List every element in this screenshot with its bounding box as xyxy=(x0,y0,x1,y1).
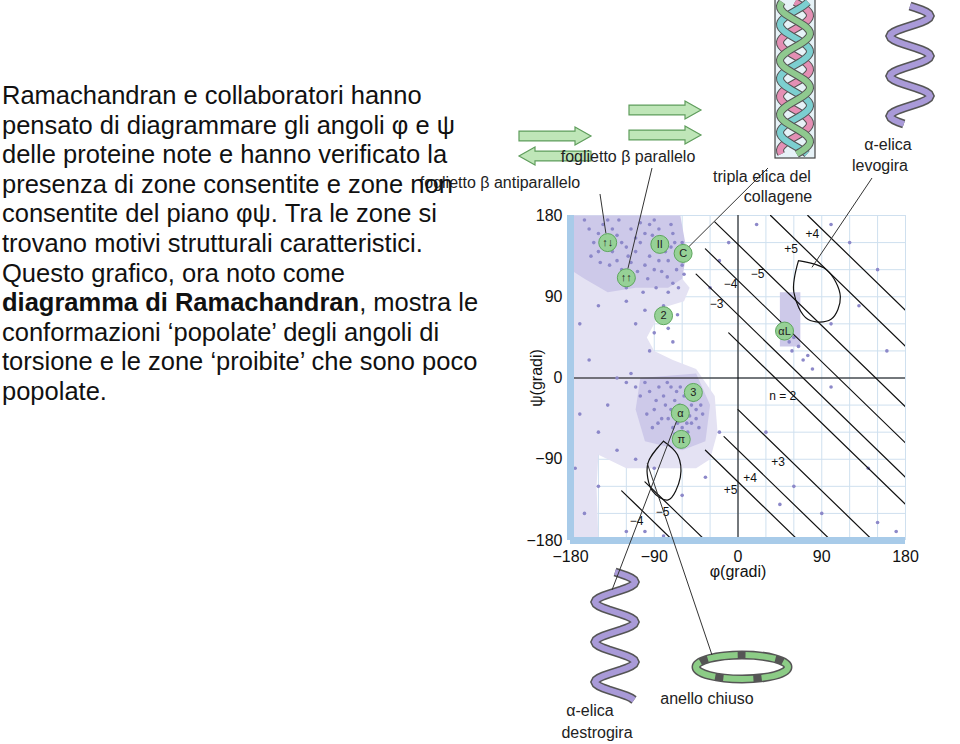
svg-text:−180: −180 xyxy=(526,532,562,549)
svg-text:α-elica: α-elica xyxy=(864,136,912,153)
svg-text:3: 3 xyxy=(690,386,696,398)
svg-text:−5: −5 xyxy=(656,505,670,519)
svg-text:↑↓: ↑↓ xyxy=(602,236,613,248)
svg-text:n = 2: n = 2 xyxy=(769,389,796,403)
svg-text:tripla elica del: tripla elica del xyxy=(713,168,811,185)
html-text:Ramachandran e collaboratori h: Ramachandran e collaboratori hanno pensa… xyxy=(2,81,455,287)
svg-text:180: 180 xyxy=(536,207,563,224)
svg-text:90: 90 xyxy=(813,548,831,565)
svg-text:II: II xyxy=(657,238,663,250)
svg-text:+5: +5 xyxy=(724,483,738,497)
svg-text:foglietto β antiparallelo: foglietto β antiparallelo xyxy=(420,174,581,191)
svg-text:α: α xyxy=(677,407,684,419)
svg-text:0: 0 xyxy=(554,369,563,386)
svg-text:+4: +4 xyxy=(743,471,757,485)
svg-text:collagene: collagene xyxy=(744,188,813,205)
svg-text:ψ(gradi): ψ(gradi) xyxy=(528,349,545,407)
svg-text:destrogira: destrogira xyxy=(561,724,632,741)
html-text:diagramma di Ramachandran, mos: diagramma di Ramachandran, mostra le con… xyxy=(2,288,479,405)
svg-text:α-elica: α-elica xyxy=(566,702,614,719)
svg-text:φ(gradi): φ(gradi) xyxy=(710,563,767,580)
svg-text:+3: +3 xyxy=(771,455,785,469)
svg-text:C: C xyxy=(679,247,687,259)
svg-text:−3: −3 xyxy=(710,297,724,311)
svg-text:−90: −90 xyxy=(535,450,562,467)
svg-text:αL: αL xyxy=(778,325,790,337)
svg-text:−90: −90 xyxy=(641,548,668,565)
svg-text:↑↑: ↑↑ xyxy=(621,271,632,283)
svg-text:90: 90 xyxy=(545,288,563,305)
svg-text:−180: −180 xyxy=(552,548,588,565)
svg-text:+4: +4 xyxy=(806,227,820,241)
svg-text:−4: −4 xyxy=(629,514,644,529)
svg-text:foglietto β parallelo: foglietto β parallelo xyxy=(561,148,696,165)
svg-text:−5: −5 xyxy=(751,267,765,281)
svg-text:0: 0 xyxy=(733,547,743,565)
svg-text:anello chiuso: anello chiuso xyxy=(660,690,754,707)
svg-text:180: 180 xyxy=(892,548,919,565)
svg-text:2: 2 xyxy=(660,309,666,321)
svg-text:levogira: levogira xyxy=(852,157,908,174)
svg-text:−4: −4 xyxy=(724,277,738,291)
svg-text:π: π xyxy=(677,433,685,445)
svg-text:+5: +5 xyxy=(784,242,798,256)
